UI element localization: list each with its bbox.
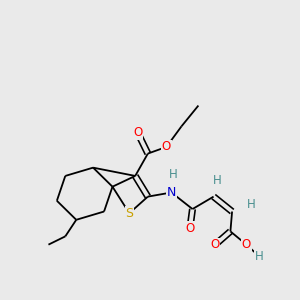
Text: H: H	[169, 168, 178, 181]
Text: N: N	[167, 186, 176, 199]
Text: O: O	[162, 140, 171, 153]
Text: O: O	[185, 222, 195, 235]
Text: O: O	[133, 126, 142, 140]
Text: O: O	[211, 238, 220, 251]
Text: H: H	[213, 174, 221, 187]
Text: O: O	[242, 238, 251, 251]
Text: H: H	[247, 198, 256, 212]
Text: H: H	[255, 250, 263, 263]
Text: S: S	[125, 207, 133, 220]
